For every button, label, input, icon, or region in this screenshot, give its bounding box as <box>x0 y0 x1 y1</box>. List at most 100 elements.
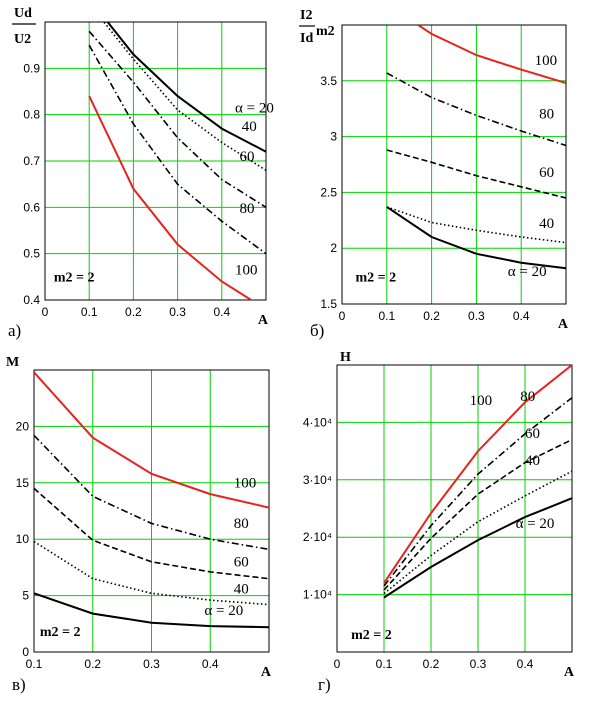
x-tick-label: 0.2 <box>84 657 101 671</box>
y-axis-label: H <box>340 350 351 365</box>
y-tick-label: 10 <box>16 532 30 546</box>
x-tick-label: 0.4 <box>517 657 534 671</box>
x-tick-label: 0.1 <box>81 305 98 319</box>
series-label: 80 <box>539 107 554 123</box>
series-line-alpha-20 <box>386 206 566 270</box>
chart-panel-3: 0.1 0.2 0.3 0.4 0 5 10 15 20 100 80 60 40 α = 20 m2 = … <box>6 355 272 694</box>
y-axis-label-denominator: Id <box>300 31 313 46</box>
y-tick-label: 0.6 <box>23 200 40 214</box>
series-label: α = 20 <box>508 264 547 280</box>
x-tick-label: 0.4 <box>513 309 530 323</box>
y-tick-label: 0.5 <box>23 247 40 261</box>
series-label: α = 20 <box>235 100 274 116</box>
series-label: 100 <box>535 53 558 69</box>
series-label: 60 <box>539 165 554 181</box>
panel-label: а) <box>8 321 21 340</box>
series-line-40 <box>386 206 566 244</box>
y-axis-label-denominator: U2 <box>14 32 31 47</box>
x-tick-label: 0.2 <box>423 309 440 323</box>
y-axis-label-numerator: I2 <box>300 8 312 23</box>
y-axis-label: M <box>6 355 19 370</box>
parameter-note: m2 = 2 <box>351 628 392 643</box>
y-tick-label: 0.9 <box>23 61 40 75</box>
series-line-80 <box>88 44 266 255</box>
panel-label: г) <box>318 675 331 694</box>
series-label: α = 20 <box>204 603 243 619</box>
y-tick-label: 2 <box>330 241 337 255</box>
y-tick-label: 1.5 <box>320 297 337 311</box>
plot-frame <box>44 21 267 301</box>
series-label: 80 <box>239 201 254 217</box>
chart-panel-2: 0 0.1 0.2 0.3 0.4 1.5 2 2.5 3 3.5 100 80 60 40 α = 20 m… <box>299 8 569 340</box>
x-tick-label: 0 <box>42 305 49 319</box>
series-line-80 <box>34 434 269 551</box>
series-label: 100 <box>234 475 257 491</box>
series-line-alpha-20 <box>34 592 269 629</box>
y-axis-label-suffix: m2 <box>316 24 335 39</box>
series-line-100 <box>417 25 566 84</box>
parameter-note: m2 = 2 <box>54 270 95 285</box>
y-tick-label: 2·10⁴ <box>303 530 332 544</box>
chart-panel-4: 0 0.1 0.2 0.3 0.4 1·10⁴ 2·10⁴ 3·10⁴ 4·10⁴ 100 80 60… <box>303 350 575 694</box>
x-tick-label: 0.1 <box>376 657 393 671</box>
parameter-note: m2 = 2 <box>355 271 396 286</box>
y-tick-label: 15 <box>16 476 30 490</box>
x-tick-label: 0.3 <box>470 657 487 671</box>
series-label: 40 <box>525 453 540 469</box>
series-label: 60 <box>525 426 540 442</box>
y-tick-label: 0 <box>22 645 29 659</box>
x-tick-label: 0.2 <box>423 657 440 671</box>
plot-frame <box>341 24 567 305</box>
chart-panel-1: 0 0.1 0.2 0.3 0.4 0.4 0.5 0.6 0.7 0.8 0.9 α = 20 40 6… <box>8 6 274 340</box>
series-label: 60 <box>239 149 254 165</box>
x-axis-label: A <box>258 313 269 328</box>
x-tick-label: 0 <box>339 309 346 323</box>
y-tick-label: 0.7 <box>23 154 40 168</box>
series-line-100 <box>383 365 572 584</box>
x-tick-label: 0 <box>334 657 341 671</box>
y-tick-label: 3 <box>330 130 337 144</box>
x-axis-label: A <box>261 665 272 680</box>
series-line-alpha-20 <box>106 22 266 153</box>
series-line-40 <box>34 540 269 606</box>
x-tick-label: 0.4 <box>213 305 230 319</box>
y-axis-label-numerator: Ud <box>14 6 32 21</box>
series-label: 80 <box>234 516 249 532</box>
series-label: 40 <box>242 119 257 135</box>
parameter-note: m2 = 2 <box>40 625 81 640</box>
x-tick-label: 0.4 <box>202 657 219 671</box>
y-tick-label: 2.5 <box>320 185 337 199</box>
panel-label: в) <box>12 675 26 694</box>
y-tick-label: 0.8 <box>23 108 40 122</box>
x-tick-label: 0.2 <box>125 305 142 319</box>
y-tick-label: 5 <box>22 589 29 603</box>
panel-label: б) <box>310 321 324 340</box>
y-tick-label: 1·10⁴ <box>303 588 332 602</box>
series-line-100 <box>34 371 269 509</box>
x-tick-label: 0.1 <box>26 657 43 671</box>
y-tick-label: 0.4 <box>23 293 40 307</box>
series-label: 40 <box>539 216 554 232</box>
series-line-60 <box>383 438 572 591</box>
y-tick-label: 3·10⁴ <box>303 473 332 487</box>
series-line-80 <box>386 72 566 147</box>
x-axis-label: A <box>558 317 569 332</box>
series-label: 40 <box>234 581 249 597</box>
series-line-80 <box>383 397 572 587</box>
y-tick-label: 20 <box>16 419 30 433</box>
series-line-alpha-20 <box>383 497 572 599</box>
series-line-100 <box>88 95 254 300</box>
series-label: α = 20 <box>516 516 555 532</box>
plot-frame <box>33 369 270 653</box>
series-label: 80 <box>520 389 535 405</box>
series-line-60 <box>88 30 266 208</box>
plot-frame <box>336 364 573 653</box>
x-tick-label: 0.3 <box>169 305 186 319</box>
series-label: 100 <box>470 393 493 409</box>
series-line-60 <box>386 149 566 199</box>
series-line-40 <box>383 470 572 595</box>
x-tick-label: 0.3 <box>468 309 485 323</box>
y-tick-label: 4·10⁴ <box>303 415 332 429</box>
x-axis-label: A <box>564 665 575 680</box>
